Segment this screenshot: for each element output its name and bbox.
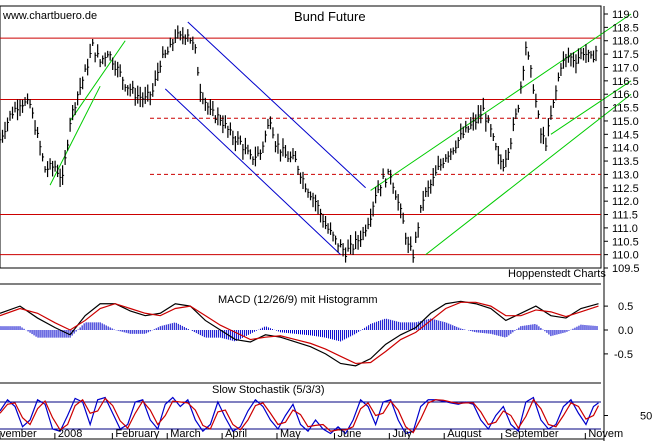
x-month-label: March bbox=[170, 428, 201, 440]
y-tick-label: 115.0 bbox=[612, 116, 639, 128]
y-tick-label: 116.5 bbox=[612, 76, 639, 88]
price-series bbox=[0, 25, 598, 263]
trend-channel-line bbox=[550, 80, 632, 135]
stochastic-line bbox=[0, 397, 600, 434]
y-tick-label: 119.0 bbox=[612, 9, 639, 21]
y-tick-label: 110.0 bbox=[612, 250, 639, 262]
trend-channel-line bbox=[370, 13, 632, 191]
y-tick-label: 114.5 bbox=[612, 129, 639, 141]
y-tick-label: 113.0 bbox=[612, 169, 639, 181]
y-tick-label: 117.5 bbox=[612, 49, 639, 61]
stochastic-title: Slow Stochastik (5/3/3) bbox=[212, 384, 325, 396]
credit-label: Hoppenstedt Charts bbox=[508, 268, 606, 280]
x-month-label: July bbox=[392, 428, 412, 440]
y-tick-label: 118.0 bbox=[612, 36, 639, 48]
y-tick-label: 111.5 bbox=[612, 210, 638, 222]
x-month-label: vember bbox=[0, 428, 37, 440]
macd-panel bbox=[0, 283, 601, 367]
macd-y-tick-label: -0.5 bbox=[614, 349, 633, 361]
x-month-label: September bbox=[505, 428, 559, 440]
y-tick-label: 117.0 bbox=[612, 62, 639, 74]
y-tick-label: 113.5 bbox=[612, 156, 639, 168]
y-tick-label: 116.0 bbox=[612, 89, 639, 101]
macd-y-tick-label: 0.5 bbox=[618, 301, 633, 313]
macd-title: MACD (12/26/9) mit Histogramm bbox=[218, 294, 378, 306]
x-month-label: February bbox=[115, 428, 160, 440]
macd-line bbox=[0, 301, 599, 365]
y-tick-label: 118.5 bbox=[612, 22, 639, 34]
y-tick-label: 111.0 bbox=[612, 223, 638, 235]
trend-channel-line bbox=[164, 88, 341, 255]
y-tick-label: 114.0 bbox=[612, 143, 639, 155]
y-tick-label: 112.0 bbox=[612, 196, 639, 208]
trend-channel-line bbox=[425, 93, 632, 256]
x-month-label: 2008 bbox=[58, 428, 82, 440]
stochastic-panel bbox=[0, 382, 601, 435]
support-resistance-lines bbox=[0, 37, 601, 256]
trend-channel-line bbox=[69, 40, 126, 122]
trend-channels bbox=[49, 13, 632, 256]
x-month-label: Novem bbox=[588, 428, 623, 440]
y-tick-label: 110.5 bbox=[612, 236, 639, 248]
stochastic-line bbox=[0, 396, 599, 435]
x-month-label: April bbox=[225, 428, 247, 440]
trend-channel-line bbox=[187, 21, 366, 189]
stochastic-y-tick-label: 50 bbox=[640, 411, 652, 423]
y-tick-label: 115.5 bbox=[612, 103, 639, 115]
macd-line bbox=[0, 300, 599, 367]
macd-y-tick-label: 0.0 bbox=[618, 325, 633, 337]
y-tick-label: 112.5 bbox=[612, 183, 639, 195]
x-month-label: August bbox=[447, 428, 481, 440]
trend-channel-line bbox=[49, 85, 101, 186]
y-tick-label: 109.5 bbox=[612, 263, 640, 275]
chart-title: Bund Future bbox=[294, 9, 366, 24]
x-month-label: May bbox=[280, 428, 301, 440]
source-label: www.chartbuero.de bbox=[2, 10, 97, 22]
x-month-label: June bbox=[337, 428, 361, 440]
